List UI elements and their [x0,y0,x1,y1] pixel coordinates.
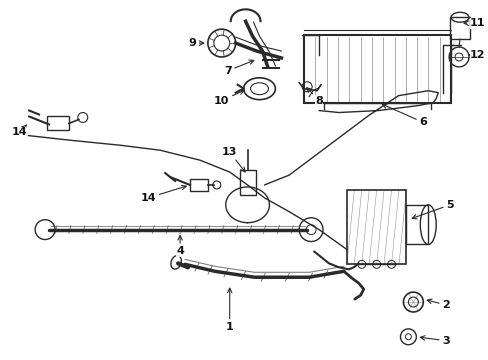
Text: 14: 14 [140,185,186,203]
Text: 6: 6 [382,104,427,127]
Text: 12: 12 [468,50,485,60]
Text: 3: 3 [420,336,449,346]
Text: 10: 10 [214,90,244,105]
Text: 2: 2 [427,299,449,310]
Text: 9: 9 [188,38,203,48]
Bar [239,170,255,195]
Bar [406,205,427,244]
Text: 11: 11 [463,18,485,28]
Text: 5: 5 [411,200,453,219]
Text: 14: 14 [11,125,27,138]
Text: 1: 1 [225,288,233,332]
Text: 8: 8 [306,88,322,105]
Bar [304,35,450,103]
Bar [346,190,406,264]
Text: 13: 13 [222,147,244,172]
Text: 4: 4 [176,235,183,256]
Bar [449,17,469,39]
Bar [47,117,69,130]
Text: 7: 7 [224,60,253,76]
Bar [190,179,207,191]
